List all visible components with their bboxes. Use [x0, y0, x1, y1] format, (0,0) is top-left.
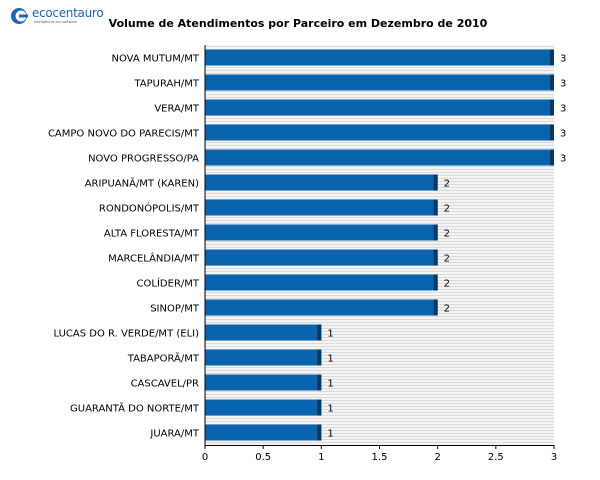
value-label: 3 — [560, 104, 566, 115]
category-label: VERA/MT — [154, 104, 200, 115]
bar-end — [317, 374, 322, 391]
x-tick-label: 2 — [434, 452, 440, 463]
x-tick-label: 0 — [202, 452, 208, 463]
x-tick-label: 1.5 — [372, 452, 388, 463]
bar — [205, 324, 322, 341]
bars — [205, 49, 554, 441]
bar-end — [433, 274, 438, 291]
bar — [205, 249, 438, 266]
value-label: 2 — [444, 204, 450, 215]
value-label: 1 — [327, 379, 333, 390]
category-label: LUCAS DO R. VERDE/MT (ELI) — [54, 329, 200, 340]
category-label: JUARA/MT — [149, 429, 199, 440]
value-label: 3 — [560, 154, 566, 165]
bar-end — [433, 174, 438, 191]
bar — [205, 399, 322, 416]
category-label: ALTA FLORESTA/MT — [104, 229, 200, 240]
bar-end — [550, 124, 554, 141]
x-tick-label: 2.5 — [488, 452, 504, 463]
bar — [205, 149, 554, 166]
bar — [205, 99, 554, 116]
value-label: 2 — [444, 279, 450, 290]
x-tick-label: 0.5 — [255, 452, 271, 463]
logo-name: ecocentauro — [32, 6, 104, 20]
bar — [205, 174, 438, 191]
logo: ecocentauro inteligência em software — [10, 6, 110, 26]
bar — [205, 349, 322, 366]
category-label: MARCELÂNDIA/MT — [108, 252, 200, 265]
value-label: 1 — [327, 404, 333, 415]
logo-icon — [11, 8, 28, 24]
bar-end — [317, 324, 322, 341]
category-label: TABAPORÃ/MT — [127, 352, 200, 365]
bar-end — [550, 74, 554, 91]
x-tick-label: 1 — [318, 452, 324, 463]
bar-end — [433, 199, 438, 216]
bar — [205, 199, 438, 216]
x-tick-label: 3 — [551, 452, 557, 463]
value-label: 2 — [444, 304, 450, 315]
bar — [205, 274, 438, 291]
bar — [205, 424, 322, 441]
category-label: SINOP/MT — [150, 304, 200, 315]
bar-end — [317, 424, 322, 441]
x-axis: 0 0.5 1 1.5 2 2.5 3 — [202, 45, 557, 463]
bar-end — [550, 49, 554, 66]
value-label: 2 — [444, 179, 450, 190]
bar-end — [550, 149, 554, 166]
category-labels: NOVA MUTUM/MT TAPURAH/MT VERA/MT CAMPO NOVO… — [48, 54, 200, 440]
bar-end — [317, 349, 322, 366]
chart-title: Volume de Atendimentos por Parceiro em D… — [109, 17, 488, 30]
bar-end — [317, 399, 322, 416]
value-label: 1 — [327, 354, 333, 365]
category-label: ARIPUANÃ/MT (KAREN) — [85, 177, 199, 190]
category-label: CASCAVEL/PR — [131, 379, 199, 390]
bar — [205, 49, 554, 66]
value-label: 3 — [560, 129, 566, 140]
bar-end — [433, 299, 438, 316]
category-label: COLÍDER/MT — [137, 277, 200, 290]
bar — [205, 299, 438, 316]
value-label: 1 — [327, 329, 333, 340]
logo-tagline: inteligência em software — [34, 20, 78, 24]
bar — [205, 224, 438, 241]
value-label: 3 — [560, 54, 566, 65]
bar — [205, 374, 322, 391]
value-label: 3 — [560, 79, 566, 90]
value-labels: 3 3 3 3 3 2 2 2 2 2 2 1 1 1 1 1 — [327, 54, 566, 440]
category-label: NOVA MUTUM/MT — [111, 54, 199, 65]
category-label: TAPURAH/MT — [133, 79, 199, 90]
bar — [205, 124, 554, 141]
value-label: 2 — [444, 254, 450, 265]
bar-end — [433, 249, 438, 266]
category-label: RONDONÓPOLIS/MT — [99, 202, 200, 215]
bar — [205, 74, 554, 91]
value-label: 2 — [444, 229, 450, 240]
category-label: CAMPO NOVO DO PARECIS/MT — [48, 129, 200, 140]
value-label: 1 — [327, 429, 333, 440]
category-label: GUARANTÃ DO NORTE/MT — [70, 402, 200, 415]
category-label: NOVO PROGRESSO/PA — [88, 154, 199, 165]
bar-end — [433, 224, 438, 241]
bar-end — [550, 99, 554, 116]
